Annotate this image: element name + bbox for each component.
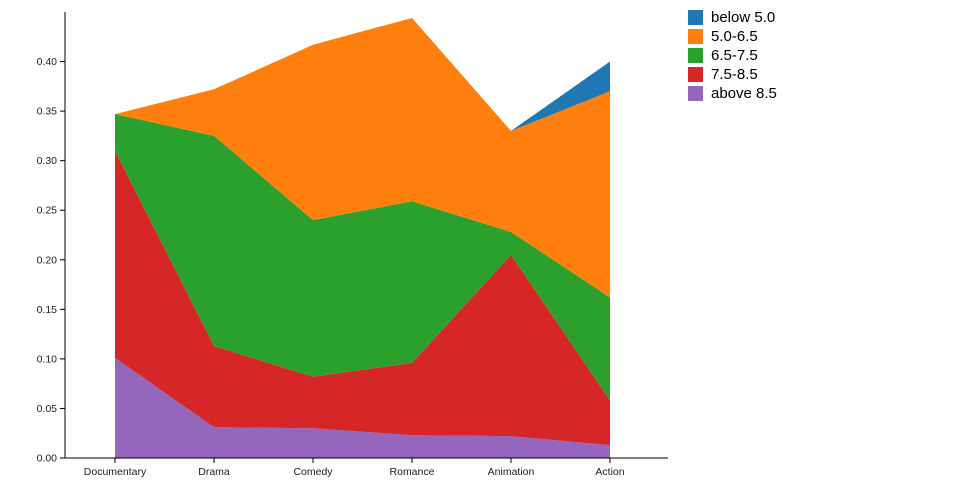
- y-tick-label-0.20: 0.20: [37, 254, 58, 266]
- area-series-7-5-8-5: [115, 150, 610, 446]
- x-tick-label-romance: Romance: [390, 466, 435, 478]
- legend-item-below-5-0[interactable]: below 5.0: [688, 10, 777, 25]
- y-tick-label-0.00: 0.00: [37, 453, 58, 465]
- legend-swatch-7-5-8-5: [688, 67, 703, 82]
- y-tick-label-0.10: 0.10: [37, 353, 58, 365]
- legend-swatch-below-5-0: [688, 10, 703, 25]
- y-tick-label-0.25: 0.25: [37, 205, 58, 217]
- legend-item-6-5-7-5[interactable]: 6.5-7.5: [688, 48, 777, 63]
- area-series-6-5-7-5: [115, 114, 610, 401]
- y-tick-label-0.05: 0.05: [37, 403, 58, 415]
- legend-label-7-5-8-5: 7.5-8.5: [711, 66, 758, 83]
- legend-label-above-8-5: above 8.5: [711, 85, 777, 102]
- legend-swatch-6-5-7-5: [688, 48, 703, 63]
- x-tick-label-comedy: Comedy: [293, 466, 333, 478]
- x-tick-label-drama: Drama: [198, 466, 230, 478]
- legend-label-5-0-6-5: 5.0-6.5: [711, 28, 758, 45]
- legend-label-below-5-0: below 5.0: [711, 9, 776, 26]
- x-tick-label-action: Action: [595, 466, 624, 478]
- legend-item-7-5-8-5[interactable]: 7.5-8.5: [688, 67, 777, 82]
- y-tick-label-0.35: 0.35: [37, 106, 58, 118]
- x-tick-label-documentary: Documentary: [84, 466, 147, 478]
- area-series-above-8-5: [115, 357, 610, 458]
- legend-swatch-above-8-5: [688, 86, 703, 101]
- area-series-5-0-6-5: [115, 17, 610, 298]
- legend: below 5.0 5.0-6.5 6.5-7.5 7.5-8.5 above 8.5: [688, 10, 777, 101]
- y-tick-label-0.30: 0.30: [37, 155, 58, 167]
- y-tick-label-0.15: 0.15: [37, 304, 58, 316]
- legend-label-6-5-7-5: 6.5-7.5: [711, 47, 758, 64]
- legend-item-above-8-5[interactable]: above 8.5: [688, 86, 777, 101]
- y-tick-label-0.40: 0.40: [37, 56, 58, 68]
- legend-swatch-5-0-6-5: [688, 29, 703, 44]
- x-tick-label-animation: Animation: [488, 466, 535, 478]
- legend-item-5-0-6-5[interactable]: 5.0-6.5: [688, 29, 777, 44]
